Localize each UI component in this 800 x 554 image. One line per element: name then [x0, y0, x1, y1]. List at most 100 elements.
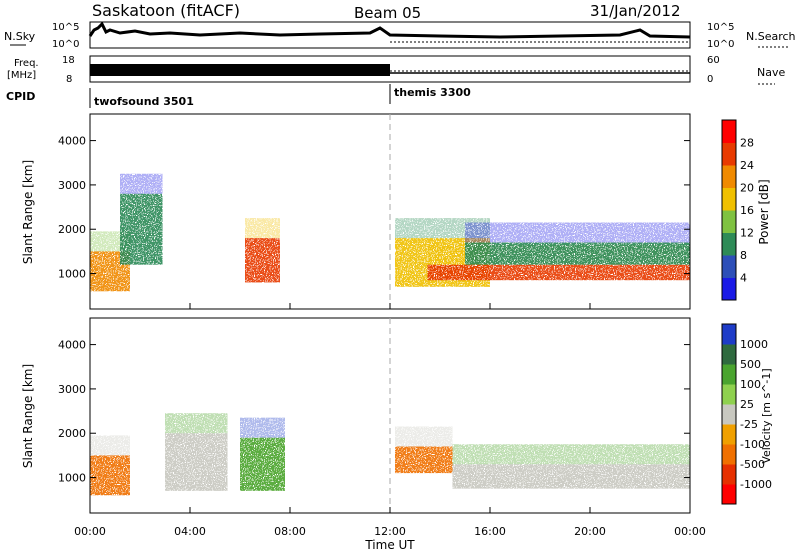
nave-label: Nave — [757, 66, 785, 79]
scatter-region-fringe — [395, 426, 453, 447]
y-tick-label: 1000 — [58, 268, 86, 281]
colorbar-bin — [722, 484, 736, 505]
colorbar-bin — [722, 165, 736, 188]
scatter-region-fringe — [165, 413, 228, 434]
power-panel: 1000 2000 3000 4000 Slant Range [km] 4 8 12 16… — [21, 113, 771, 310]
colorbar-tick-label: 20 — [740, 182, 754, 195]
x-tick-label: 00:00 — [74, 525, 106, 538]
y-tick-label: 3000 — [58, 383, 86, 396]
colorbar-tick-label: -1000 — [740, 478, 772, 491]
scatter-region — [465, 242, 690, 265]
colorbar-tick-label: 16 — [740, 204, 754, 217]
colorbar-bin — [722, 187, 736, 211]
mhz-label: [MHz] — [7, 70, 36, 81]
scatter-region-fringe — [452, 444, 690, 465]
colorbar-bin — [722, 210, 736, 233]
colorbar-tick-label: 12 — [740, 227, 754, 240]
freq-panel: Freq. [MHz] 18 8 60 0 Nave — [7, 55, 785, 85]
colorbar-bin — [722, 324, 736, 345]
colorbar-tick-label: -500 — [740, 458, 765, 471]
colorbar-bin — [722, 344, 736, 365]
colorbar-bin — [722, 424, 736, 445]
y-tick-label: 1000 — [58, 472, 86, 485]
freq-label: Freq. — [14, 58, 39, 69]
cpid-segment-themis: themis 3300 — [394, 86, 471, 99]
power-y-axis: 1000 2000 3000 4000 — [58, 135, 690, 281]
scatter-region-fringe — [240, 417, 285, 438]
x-tick-label: 16:00 — [474, 525, 506, 538]
colorbar-bin — [722, 120, 736, 143]
colorbar-bin — [722, 364, 736, 385]
x-tick-label: 00:00 — [674, 525, 706, 538]
freq-tick-left-top: 18 — [62, 55, 75, 66]
scatter-region — [120, 193, 163, 265]
colorbar-tick-label: 25 — [740, 398, 754, 411]
colorbar-tick-label: 500 — [740, 358, 761, 371]
velocity-cbar-label: Velocity [m s^-1] — [760, 368, 773, 463]
y-tick-label: 4000 — [58, 135, 86, 148]
x-tick-label: 04:00 — [174, 525, 206, 538]
freq-tick-right-bottom: 0 — [707, 74, 713, 85]
scatter-region — [427, 264, 690, 281]
colorbar-bin — [722, 384, 736, 405]
freq-tick-left-bottom: 8 — [66, 74, 72, 85]
y-tick-label: 4000 — [58, 339, 86, 352]
velocity-ylabel: Slant Range [km] — [21, 364, 35, 468]
colorbar-bin — [722, 277, 736, 301]
power-scatter — [90, 173, 690, 292]
scatter-region — [245, 238, 280, 283]
y-tick-label: 3000 — [58, 179, 86, 192]
velocity-y-axis: 1000 2000 3000 4000 — [58, 339, 690, 485]
velocity-scatter — [90, 413, 690, 496]
scatter-region — [395, 446, 453, 474]
header-beam: Beam 05 — [354, 4, 421, 22]
header-date: 31/Jan/2012 — [590, 2, 681, 20]
scatter-region-fringe — [120, 173, 163, 194]
velocity-panel: 1000 2000 3000 4000 Slant Range [km] 1000 50… — [21, 303, 773, 552]
time-x-axis: 00:00 04:00 08:00 12:00 16:00 20:00 00:00 — [74, 303, 706, 538]
noise-sky-trace — [88, 21, 691, 39]
freq-trace-block — [90, 64, 390, 76]
noise-tick-left-top: 10^5 — [52, 22, 79, 33]
noise-tick-right-bottom: 10^0 — [707, 39, 734, 50]
scatter-region — [452, 464, 690, 489]
power-cbar-label: Power [dB] — [757, 179, 771, 244]
colorbar-frame — [721, 119, 737, 301]
colorbar-tick-label: 8 — [740, 249, 747, 262]
colorbar-tick-label: -100 — [740, 438, 765, 451]
colorbar-bin — [722, 142, 736, 166]
cpid-label: CPID — [6, 90, 35, 103]
colorbar-bin — [722, 404, 736, 425]
cpid-panel: CPID twofsound 3501 themis 3300 — [6, 84, 471, 108]
colorbar-bin — [722, 464, 736, 485]
noise-tick-left-bottom: 10^0 — [52, 39, 79, 50]
cpid-segment-twofsound: twofsound 3501 — [94, 95, 194, 108]
x-tick-label: 12:00 — [374, 525, 406, 538]
colorbar-tick-label: -25 — [740, 418, 758, 431]
power-ylabel: Slant Range [km] — [21, 160, 35, 264]
colorbar-tick-label: 4 — [740, 272, 747, 285]
y-tick-label: 2000 — [58, 223, 86, 236]
header-station: Saskatoon (fitACF) — [92, 1, 240, 20]
nsearch-label: N.Search — [746, 30, 796, 43]
scatter-region-fringe — [245, 218, 280, 239]
colorbar-bin — [722, 255, 736, 278]
noise-panel: N.Sky 10^5 10^0 10^5 10^0 N.Search — [4, 21, 796, 50]
colorbar-bin — [722, 444, 736, 465]
x-tick-label: 20:00 — [574, 525, 606, 538]
y-tick-label: 2000 — [58, 427, 86, 440]
colorbar-bin — [722, 232, 736, 256]
scatter-region — [165, 433, 228, 491]
scatter-region-fringe — [465, 222, 690, 243]
scatter-region-fringe — [90, 435, 130, 456]
colorbar-tick-label: 28 — [740, 137, 754, 150]
time-xlabel: Time UT — [364, 538, 415, 552]
freq-tick-right-top: 60 — [707, 55, 720, 66]
colorbar-tick-label: 1000 — [740, 338, 768, 351]
colorbar-tick-label: 24 — [740, 159, 754, 172]
nsky-label: N.Sky — [4, 30, 36, 43]
noise-tick-right-top: 10^5 — [707, 22, 734, 33]
velocity-colorbar: 1000 500 100 25 -25 -100 -500 -1000 — [721, 323, 772, 505]
x-tick-label: 08:00 — [274, 525, 306, 538]
